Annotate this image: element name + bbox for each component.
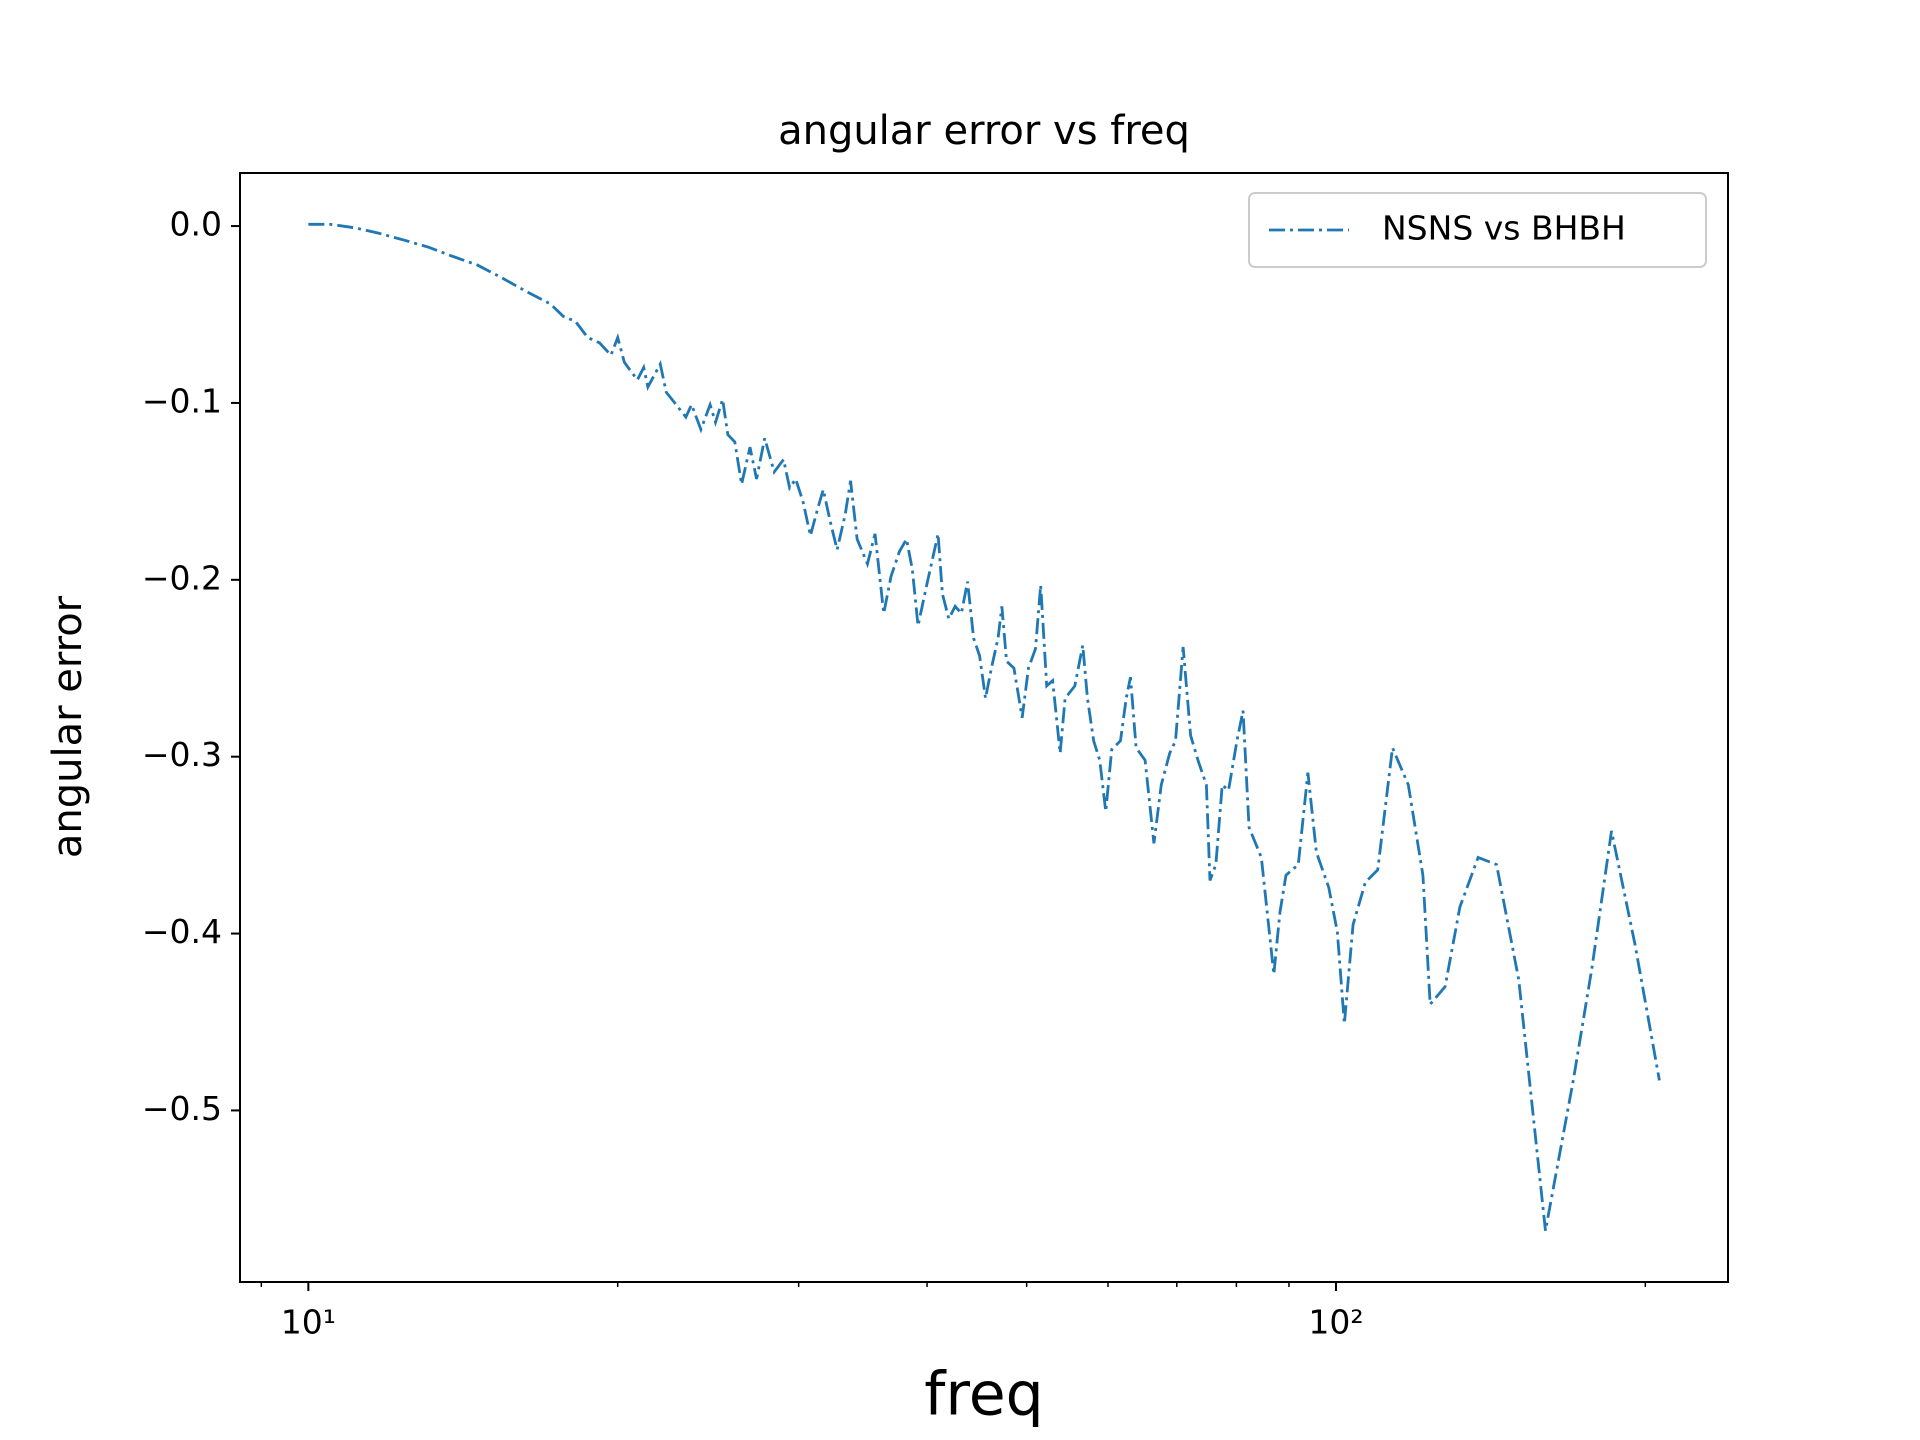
y-tick-label: −0.4 [142, 912, 222, 951]
y-tick-label: −0.5 [142, 1089, 222, 1128]
plot-frame [239, 172, 1729, 1283]
x-tick-label: 10² [1308, 1303, 1363, 1342]
y-tick-label: 0.0 [170, 205, 222, 244]
x-tick-label: 10¹ [281, 1303, 336, 1342]
x-axis-label: freq [924, 1360, 1043, 1430]
chart-title: angular error vs freq [778, 108, 1190, 154]
legend-label: NSNS vs BHBH [1382, 209, 1626, 248]
y-tick-label: −0.1 [142, 381, 222, 420]
y-tick-label: −0.3 [142, 735, 222, 774]
y-axis-label: angular error [45, 595, 91, 858]
y-tick-label: −0.2 [142, 558, 222, 597]
legend-box [1248, 192, 1707, 268]
data-line [308, 222, 1661, 1231]
